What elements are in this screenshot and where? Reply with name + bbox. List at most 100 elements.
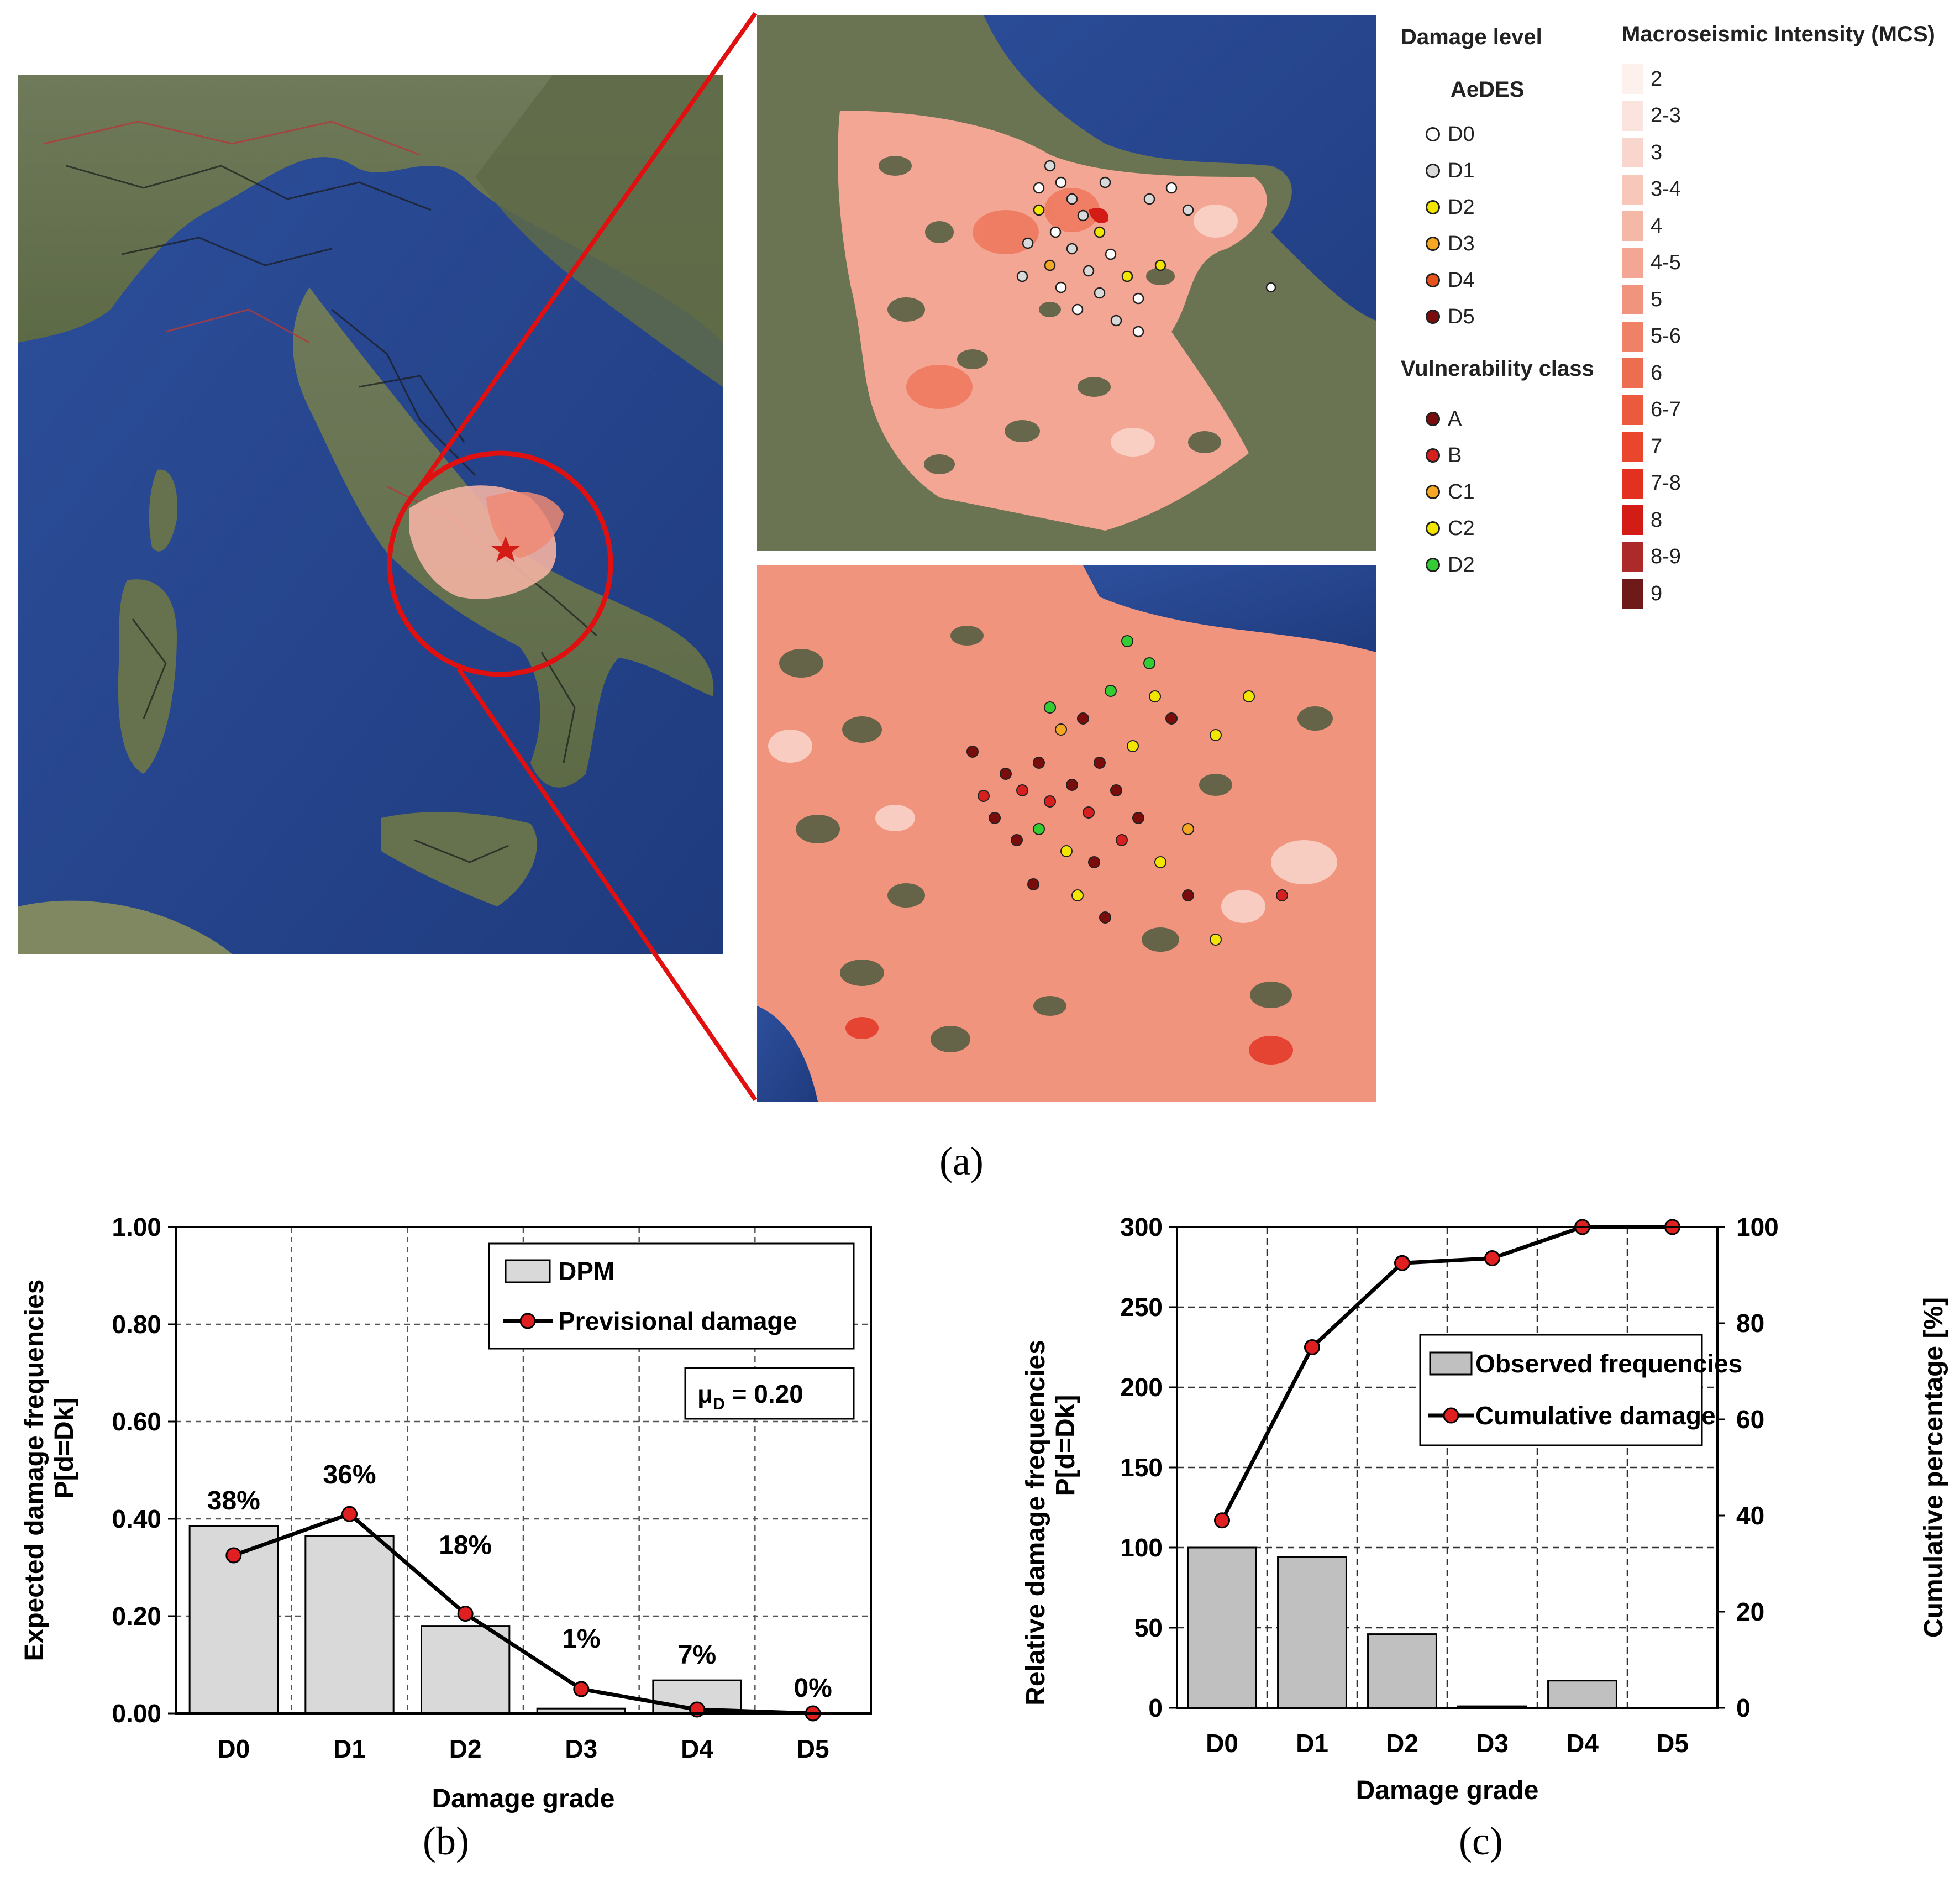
legend-cumulative-label: Cumulative damage — [1475, 1401, 1716, 1430]
x-tick-label-d3: D3 — [565, 1734, 597, 1763]
vuln-class-c1: C1 — [1426, 474, 1558, 510]
mcs-label: 7 — [1651, 434, 1663, 458]
mcs-level-5: 5 — [1622, 281, 1788, 318]
data-label-d1: 36% — [323, 1460, 376, 1490]
y-tick-label: 200 — [1120, 1373, 1163, 1402]
previsional-damage-point-d4 — [689, 1701, 705, 1718]
previsional-damage-point-d3 — [573, 1681, 590, 1697]
damage-level-label: D5 — [1448, 305, 1475, 328]
damage-level-d3: D3 — [1426, 226, 1558, 262]
damage-level-label: D3 — [1448, 232, 1475, 255]
damage-level-marker — [1426, 200, 1440, 214]
mcs-swatch — [1622, 211, 1643, 242]
y-tick-label: 0 — [1148, 1693, 1163, 1722]
vuln-class-marker — [1426, 412, 1440, 426]
mcs-label: 2-3 — [1651, 104, 1681, 128]
plot-frame — [175, 1226, 872, 1715]
mcs-swatch — [1622, 138, 1643, 168]
y2-tick-label: 20 — [1736, 1597, 1764, 1626]
x-tick-label-d5: D5 — [1656, 1729, 1689, 1758]
y-tick-label: 0.80 — [112, 1310, 161, 1339]
previsional-damage-point-d1 — [341, 1506, 358, 1522]
panel-label-c: (c) — [1459, 1819, 1503, 1863]
mcs-swatch — [1622, 285, 1643, 315]
cumulative-damage-point-d2 — [1394, 1255, 1410, 1271]
mu-annotation: μD = 0.20 — [697, 1380, 803, 1413]
bar-observed-d0 — [1187, 1546, 1257, 1709]
bar-observed-d4 — [1547, 1680, 1617, 1709]
mcs-swatch — [1622, 505, 1643, 536]
y2-axis-label: Cumulative percentage [%] — [1919, 1297, 1948, 1638]
damage-level-label: D4 — [1448, 268, 1475, 292]
x-axis-label: Damage grade — [432, 1784, 615, 1813]
y-tick-label: 50 — [1134, 1613, 1163, 1642]
mcs-label: 4-5 — [1651, 251, 1681, 275]
y-axis-label-line1: Relative damage frequencies — [1021, 1340, 1050, 1706]
legend-line-marker — [519, 1313, 536, 1329]
data-label-d5: 0% — [794, 1674, 832, 1703]
mcs-label: 7-8 — [1651, 471, 1681, 495]
mcs-swatch — [1622, 321, 1643, 352]
x-tick-label-d2: D2 — [449, 1734, 482, 1763]
mcs-label: 6-7 — [1651, 398, 1681, 422]
y-axis-label-line2: P[d=Dk] — [1051, 1395, 1080, 1496]
mcs-legend: 2 2-3 3 3-4 4 4-5 5 5-6 6 6-7 7 7-8 8 8-9 9 — [1622, 61, 1788, 612]
vuln-class-a: A — [1426, 401, 1558, 437]
mcs-level-7-8: 7-8 — [1622, 465, 1788, 502]
cumulative-damage-point-d3 — [1484, 1250, 1500, 1267]
vuln-class-label: A — [1448, 407, 1462, 431]
mcs-swatch — [1622, 101, 1643, 131]
x-tick-label-d4: D4 — [681, 1734, 713, 1763]
damage-level-d0: D0 — [1426, 116, 1558, 153]
mcs-swatch — [1622, 64, 1643, 95]
previsional-damage-point-d2 — [457, 1606, 474, 1622]
mcs-label: 4 — [1651, 214, 1663, 238]
aedes-title: AeDES — [1451, 77, 1525, 102]
panel-label-a: (a) — [939, 1139, 984, 1183]
data-label-d2: 18% — [439, 1531, 492, 1560]
mcs-title: Macroseismic Intensity (MCS) — [1622, 22, 1935, 46]
vuln-class-label: C2 — [1448, 516, 1475, 540]
y-tick-label: 0.40 — [112, 1504, 161, 1533]
y-tick-label: 0.60 — [112, 1407, 161, 1436]
vuln-class-b: B — [1426, 437, 1558, 474]
y2-tick-label: 40 — [1736, 1501, 1764, 1530]
mcs-label: 3-4 — [1651, 177, 1681, 201]
mcs-level-6-7: 6-7 — [1622, 392, 1788, 429]
legend-observed-swatch — [1429, 1351, 1473, 1376]
maps-figure — [18, 12, 1376, 1102]
damage-level-title: Damage level — [1401, 25, 1542, 49]
data-label-d3: 1% — [562, 1624, 600, 1654]
zoom-connector-bottom — [456, 667, 758, 1102]
y2-tick-label: 60 — [1736, 1405, 1764, 1434]
cumulative-damage-point-d1 — [1304, 1339, 1320, 1355]
y-tick-label: 0.00 — [112, 1699, 161, 1728]
mcs-label: 8-9 — [1651, 545, 1681, 569]
mcs-label: 3 — [1651, 140, 1663, 164]
bar-observed-d1 — [1277, 1556, 1347, 1709]
x-tick-label-d5: D5 — [797, 1734, 829, 1763]
mcs-label: 5 — [1651, 287, 1663, 311]
legend-line-marker — [1443, 1407, 1459, 1424]
damage-level-legend: D0 D1 D2 D3 D4 D5 — [1426, 116, 1558, 335]
panel-label-b: (b) — [423, 1819, 469, 1863]
y-axis-label-line1: Expected damage frequencies — [20, 1280, 49, 1661]
mcs-swatch — [1622, 432, 1643, 462]
damage-level-d2: D2 — [1426, 189, 1558, 226]
mcs-swatch — [1622, 468, 1643, 499]
mcs-label: 2 — [1651, 67, 1663, 91]
x-tick-label-d1: D1 — [1296, 1729, 1328, 1758]
mcs-label: 6 — [1651, 361, 1663, 385]
damage-level-label: D2 — [1448, 195, 1475, 219]
y-tick-label: 1.00 — [112, 1213, 161, 1241]
damage-level-label: D1 — [1448, 159, 1475, 182]
vuln-class-d2: D2 — [1426, 547, 1558, 583]
damage-level-marker — [1426, 310, 1440, 324]
x-tick-label-d0: D0 — [1206, 1729, 1238, 1758]
vuln-class-marker — [1426, 521, 1440, 536]
previsional-damage-point-d0 — [225, 1547, 242, 1564]
vulnerability-class-legend: A B C1 C2 D2 — [1426, 401, 1558, 583]
y-tick-label: 300 — [1120, 1213, 1163, 1241]
cumulative-damage-point-d0 — [1214, 1512, 1230, 1529]
mcs-level-3-4: 3-4 — [1622, 171, 1788, 208]
